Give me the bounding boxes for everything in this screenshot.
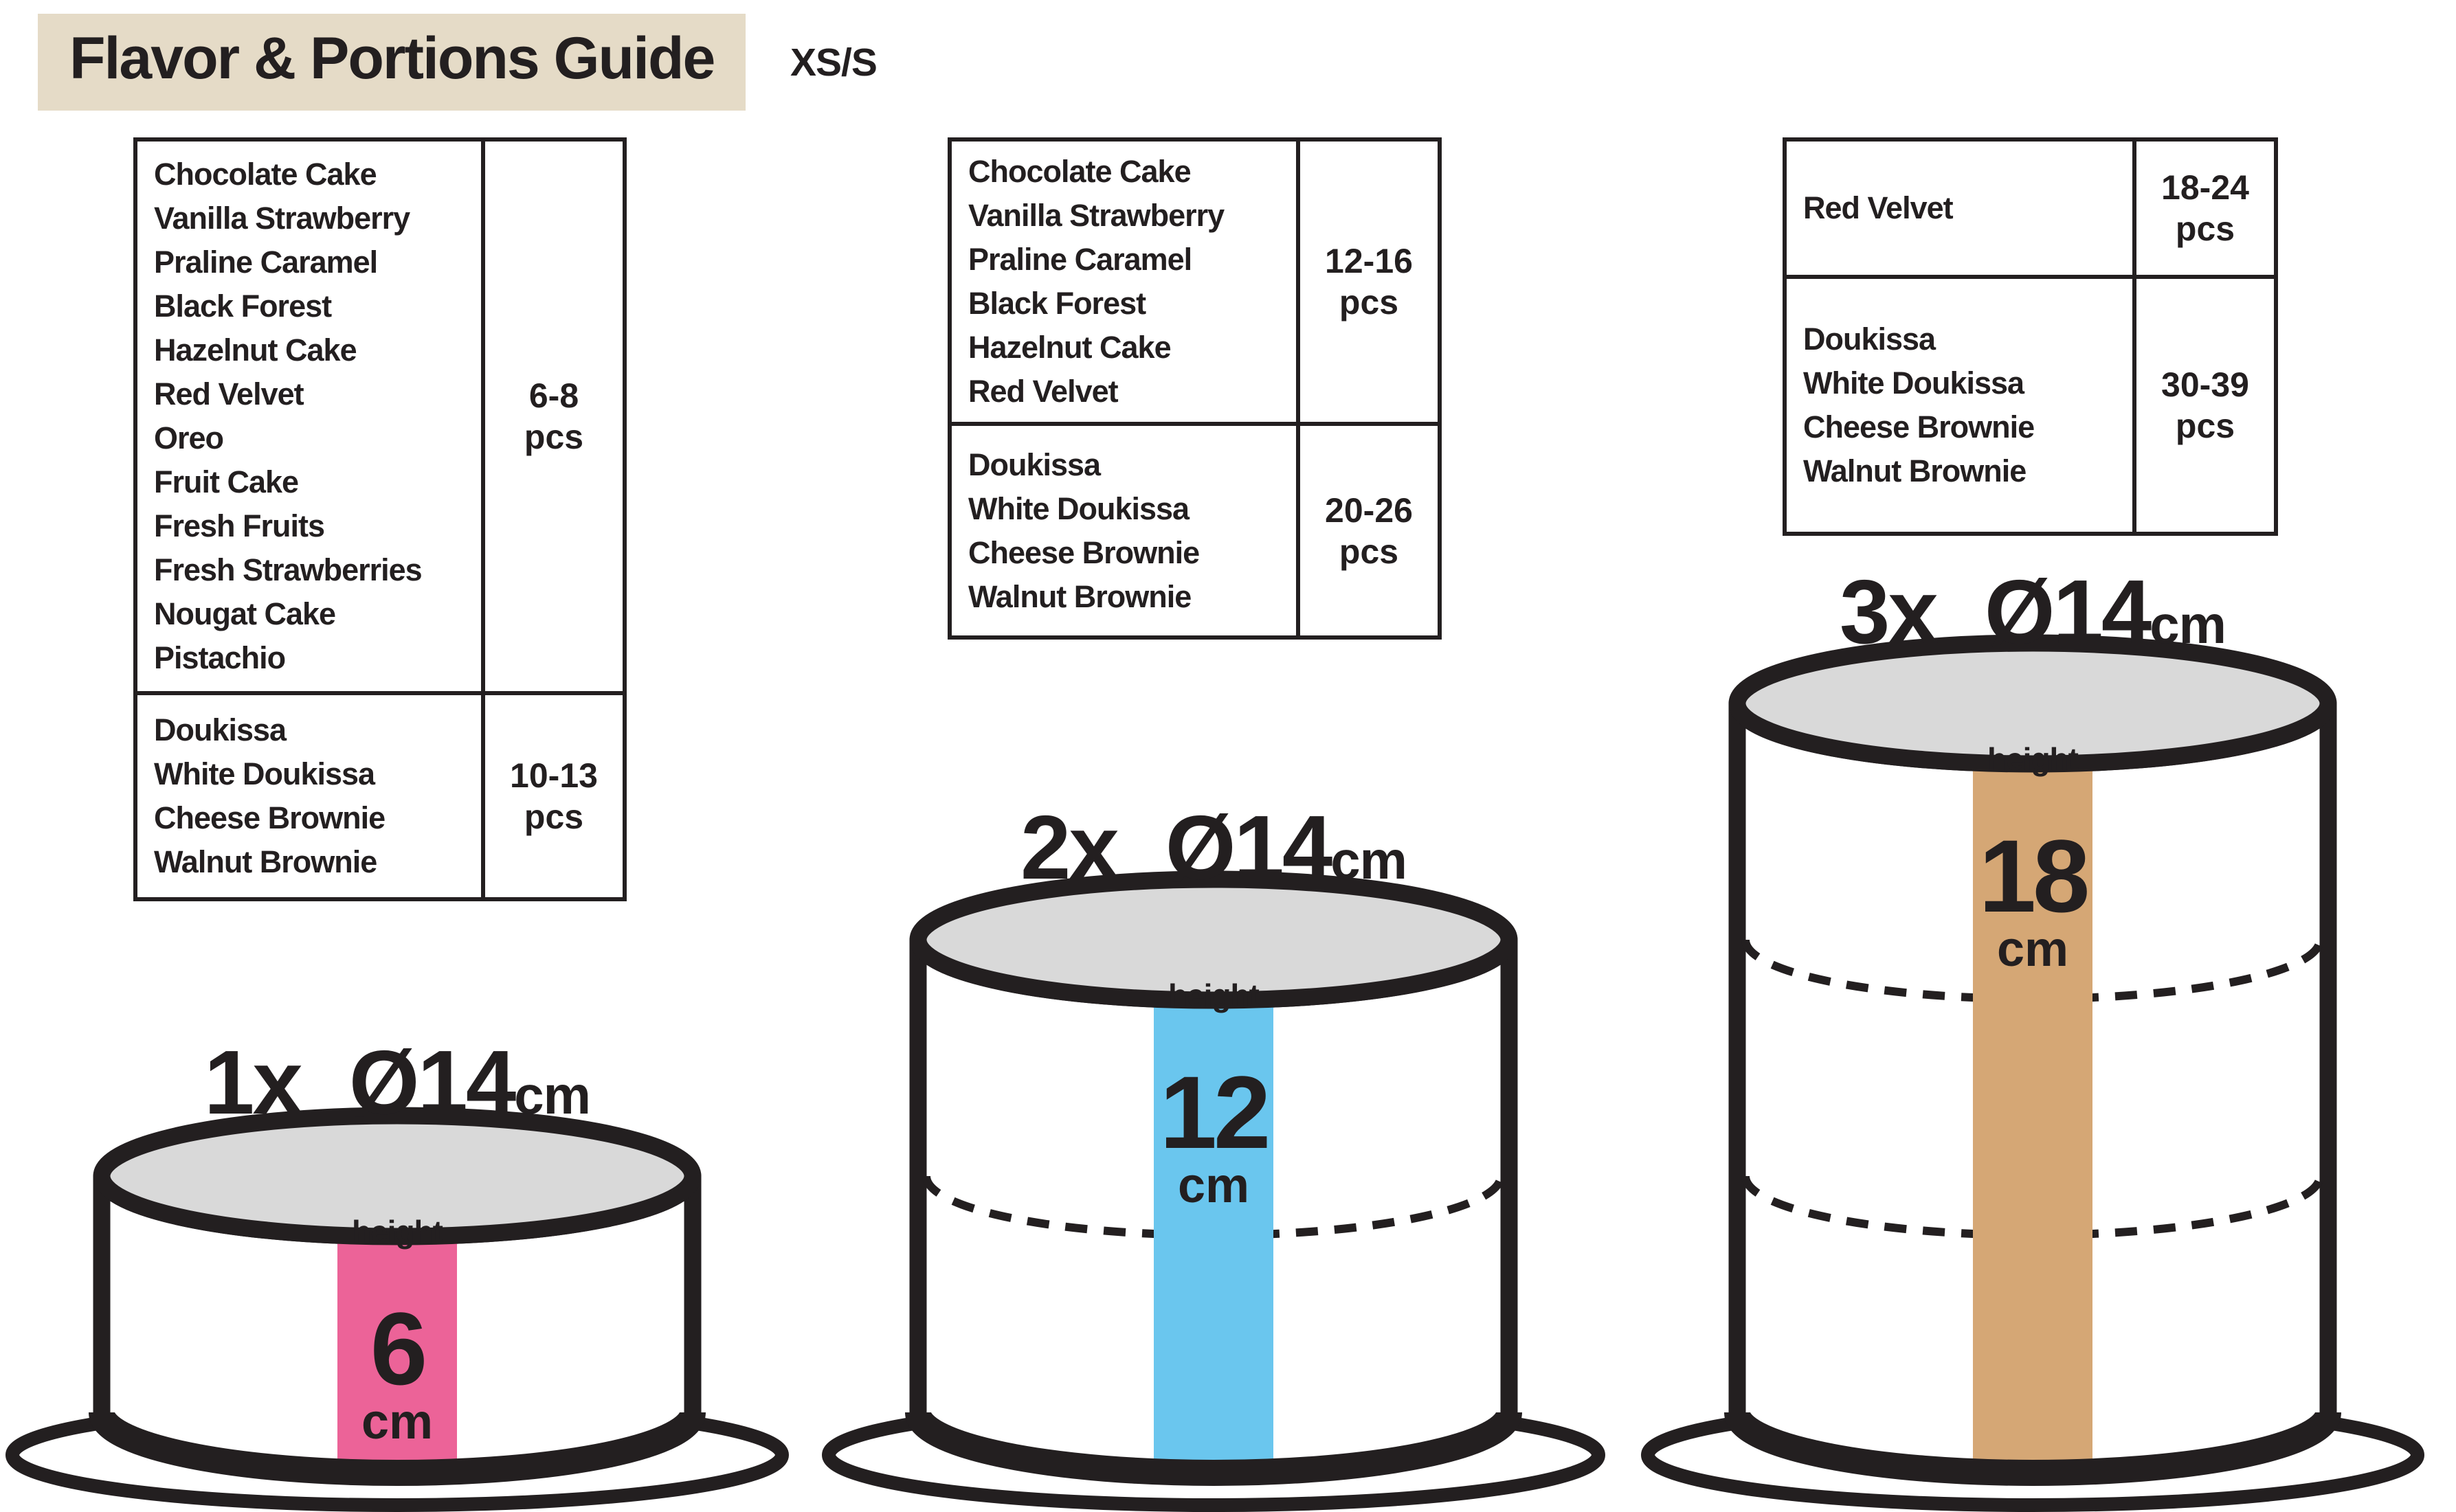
layer-divider-line: [922, 1175, 1505, 1239]
portions-unit: pcs: [524, 418, 584, 456]
portions-range: 10-13: [510, 756, 598, 795]
height-stripe: [1973, 710, 2092, 1469]
cake-top: [93, 1107, 702, 1245]
portions-unit: pcs: [2175, 407, 2235, 445]
height-annotation: height 12 cm: [1154, 980, 1273, 1210]
cake-count: 2x: [1020, 797, 1119, 898]
cake-size-label: 1x Ø14cm: [88, 1030, 706, 1134]
page-title: Flavor & Portions Guide: [38, 14, 746, 111]
portions-cell: 18-24 pcs: [2136, 142, 2274, 279]
height-unit: cm: [1996, 922, 2069, 977]
cake-diameter-unit: cm: [514, 1065, 591, 1125]
height-value: 6: [370, 1291, 427, 1406]
cake-count: 3x: [1839, 561, 1939, 662]
flavor-list: Chocolate Cake Vanilla Strawberry Pralin…: [137, 142, 485, 695]
flavor-list: Red Velvet: [1787, 142, 2136, 279]
height-label: height: [352, 1214, 443, 1250]
cake-diameter-unit: cm: [1330, 830, 1407, 890]
height-annotation: height 6 cm: [337, 1216, 457, 1447]
cake-top: [1728, 634, 2337, 773]
cake-bottom-edge: [905, 1411, 1522, 1486]
portions-cell: 20-26 pcs: [1300, 426, 1438, 635]
layer-divider-line: [1741, 939, 2324, 1003]
portions-unit: pcs: [1339, 283, 1399, 321]
portions-range: 12-16: [1325, 242, 1413, 280]
height-annotation: height 18 cm: [1973, 743, 2092, 974]
portions-cell: 12-16 pcs: [1300, 142, 1438, 426]
portions-range: 18-24: [2161, 168, 2249, 207]
cake-diameter: Ø14: [1165, 797, 1332, 898]
flavor-list: Doukissa White Doukissa Cheese Brownie W…: [952, 426, 1300, 635]
portions-unit: pcs: [2175, 210, 2235, 248]
cake-diameter: Ø14: [1984, 561, 2152, 662]
cake-diameter: Ø14: [348, 1032, 516, 1133]
portions-range: 6-8: [528, 376, 579, 415]
height-unit: cm: [1177, 1158, 1250, 1213]
cake-size-label: 2x Ø14cm: [904, 796, 1523, 899]
size-tag: XS/S: [790, 41, 878, 84]
portions-range: 20-26: [1325, 490, 1413, 530]
portions-cell: 6-8 pcs: [485, 142, 623, 695]
height-value: 18: [1978, 818, 2090, 934]
portions-cell: 10-13 pcs: [485, 695, 623, 897]
flavor-list: Doukissa White Doukissa Cheese Brownie W…: [1787, 279, 2136, 532]
flavor-table-small: Chocolate Cake Vanilla Strawberry Pralin…: [133, 137, 627, 901]
cake-small: [5, 1107, 789, 1512]
height-unit: cm: [361, 1395, 434, 1449]
portions-range: 30-39: [2161, 365, 2249, 404]
height-value: 12: [1159, 1054, 1271, 1170]
portions-unit: pcs: [1339, 532, 1399, 571]
layer-divider-line: [1741, 1175, 2324, 1239]
cake-top: [909, 870, 1518, 1009]
portions-unit: pcs: [524, 798, 584, 836]
flavor-list: Chocolate Cake Vanilla Strawberry Pralin…: [952, 142, 1300, 426]
cake-size-label: 3x Ø14cm: [1723, 560, 2342, 664]
portions-cell: 30-39 pcs: [2136, 279, 2274, 532]
cake-bottom-edge: [1724, 1411, 2341, 1486]
flavor-table-large: Red Velvet 18-24 pcs Doukissa White Douk…: [1783, 137, 2278, 536]
flavor-list: Doukissa White Doukissa Cheese Brownie W…: [137, 695, 485, 897]
cake-bottom-edge: [89, 1411, 706, 1486]
height-label: height: [1987, 741, 2079, 777]
cake-diameter-unit: cm: [2150, 594, 2226, 655]
cake-medium: [822, 870, 1605, 1512]
cake-count: 1x: [203, 1032, 303, 1133]
height-stripe: [1154, 947, 1273, 1469]
cake-large: [1641, 634, 2424, 1512]
height-label: height: [1168, 978, 1260, 1013]
flavor-table-medium: Chocolate Cake Vanilla Strawberry Pralin…: [948, 137, 1442, 640]
